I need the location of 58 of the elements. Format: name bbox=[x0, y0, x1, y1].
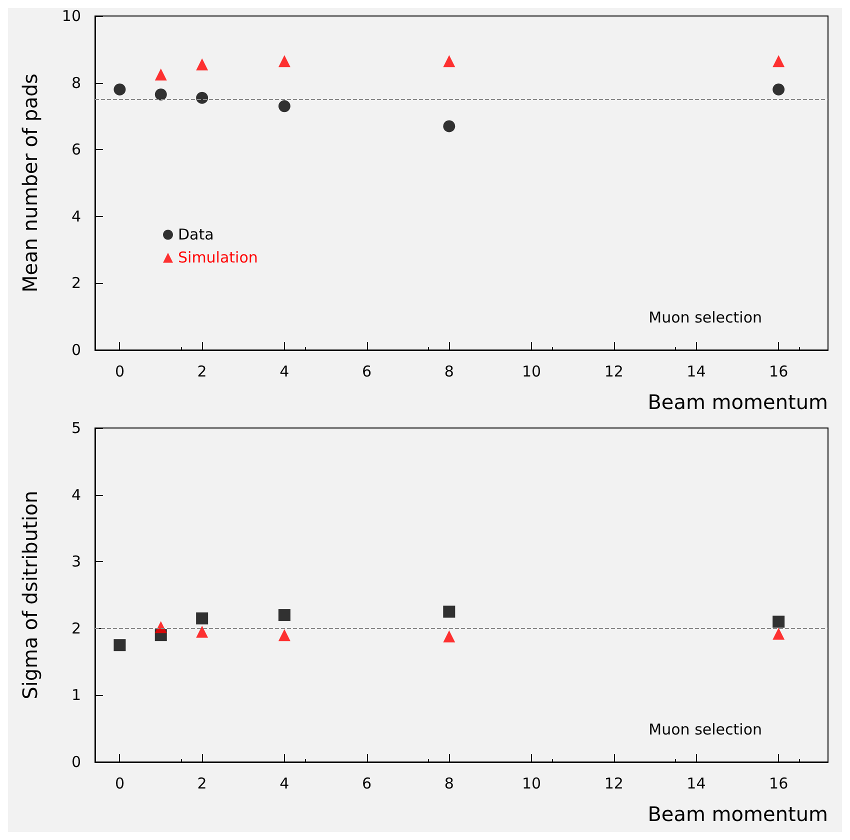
y-tick-label: 10 bbox=[62, 7, 81, 25]
annotation: Muon selection bbox=[648, 308, 762, 326]
point bbox=[154, 88, 167, 100]
x-tick-label: 16 bbox=[769, 774, 788, 792]
y-tick-label: 1 bbox=[71, 686, 81, 704]
x-tick-label: 6 bbox=[362, 774, 372, 792]
x-tick-label: 10 bbox=[522, 362, 542, 380]
y-tick-label: 4 bbox=[71, 486, 81, 504]
x-tick-label: 14 bbox=[686, 774, 706, 792]
annotation: Muon selection bbox=[648, 720, 762, 738]
x-tick-label: 10 bbox=[522, 774, 542, 792]
point bbox=[196, 58, 208, 70]
point bbox=[278, 629, 290, 642]
x-tick-label: 2 bbox=[197, 774, 207, 792]
point bbox=[154, 68, 167, 80]
point bbox=[443, 630, 456, 642]
x-tick-label: 8 bbox=[444, 774, 454, 792]
x-tick-label: 0 bbox=[114, 362, 124, 380]
point bbox=[772, 83, 785, 96]
y-tick-label: 2 bbox=[71, 274, 81, 292]
y-axis-title: Sigma of dsitribution bbox=[18, 490, 42, 700]
x-tick-label: 12 bbox=[604, 362, 624, 380]
x-tick-label: 6 bbox=[362, 362, 372, 380]
x-tick-label: 0 bbox=[114, 774, 124, 792]
point bbox=[278, 609, 290, 622]
point bbox=[443, 55, 456, 68]
legend-label: Simulation bbox=[178, 248, 258, 267]
point bbox=[443, 120, 456, 132]
point bbox=[772, 55, 785, 68]
x-tick-label: 8 bbox=[444, 362, 454, 380]
point bbox=[772, 616, 785, 628]
y-tick-label: 3 bbox=[71, 552, 81, 571]
point bbox=[196, 612, 208, 624]
point bbox=[278, 55, 290, 68]
y-tick-label: 0 bbox=[71, 753, 81, 771]
point bbox=[278, 100, 290, 112]
x-tick-label: 14 bbox=[686, 362, 706, 380]
point bbox=[196, 626, 208, 638]
x-tick-label: 2 bbox=[197, 362, 207, 380]
x-tick-label: 4 bbox=[280, 774, 290, 792]
x-axis-title: Beam momentum bbox=[648, 390, 828, 414]
y-tick-label: 4 bbox=[71, 207, 81, 226]
y-axis-title: Mean number of pads bbox=[18, 74, 42, 292]
point bbox=[196, 92, 208, 104]
point bbox=[114, 83, 126, 96]
y-tick-label: 5 bbox=[71, 419, 81, 437]
y-tick-label: 0 bbox=[71, 341, 81, 359]
x-tick-label: 12 bbox=[604, 774, 624, 792]
point bbox=[443, 606, 456, 618]
y-tick-label: 8 bbox=[71, 74, 81, 92]
y-tick-label: 2 bbox=[71, 619, 81, 638]
x-tick-label: 4 bbox=[280, 362, 290, 380]
x-axis-title: Beam momentum bbox=[648, 802, 828, 826]
point bbox=[114, 639, 126, 652]
legend-label: Data bbox=[178, 226, 214, 244]
y-tick-label: 6 bbox=[71, 140, 81, 159]
point bbox=[772, 628, 785, 640]
x-tick-label: 16 bbox=[769, 362, 788, 380]
